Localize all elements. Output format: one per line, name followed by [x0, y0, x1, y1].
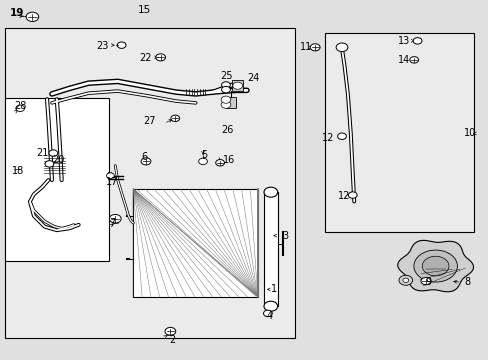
Circle shape [141, 158, 151, 165]
Circle shape [337, 133, 346, 139]
Text: 2: 2 [169, 334, 175, 345]
Text: 19: 19 [9, 8, 24, 18]
Text: 7: 7 [108, 218, 115, 228]
Circle shape [221, 86, 230, 93]
Text: 16: 16 [222, 155, 234, 165]
Circle shape [26, 12, 39, 22]
Circle shape [347, 192, 356, 198]
Text: 6: 6 [141, 152, 147, 162]
Circle shape [106, 173, 114, 179]
Text: 27: 27 [143, 116, 155, 126]
Text: 14: 14 [397, 55, 409, 65]
Text: 15: 15 [138, 5, 151, 15]
Text: 1: 1 [271, 284, 277, 294]
Text: 23: 23 [96, 41, 109, 50]
Text: 4: 4 [266, 311, 272, 320]
Text: 10: 10 [463, 129, 475, 138]
Text: 8: 8 [464, 277, 470, 287]
Circle shape [409, 57, 418, 63]
Bar [264, 192, 277, 306]
Circle shape [263, 310, 272, 317]
Circle shape [398, 275, 412, 285]
Circle shape [109, 215, 121, 223]
Circle shape [412, 38, 421, 44]
Bar [225, 97, 235, 108]
Circle shape [156, 54, 165, 61]
Circle shape [335, 43, 347, 51]
Text: 9: 9 [425, 277, 431, 287]
Text: 18: 18 [12, 166, 24, 176]
Circle shape [264, 187, 277, 197]
Circle shape [45, 161, 54, 167]
Text: 21: 21 [36, 148, 48, 158]
Text: 11: 11 [299, 42, 311, 51]
Circle shape [164, 327, 175, 335]
Text: 22: 22 [139, 53, 152, 63]
Circle shape [264, 301, 277, 311]
Circle shape [221, 96, 230, 103]
Text: 20: 20 [52, 155, 64, 165]
Circle shape [310, 44, 320, 51]
Text: 28: 28 [14, 102, 27, 112]
Bar [325, 33, 473, 232]
Text: 13: 13 [397, 36, 409, 46]
Bar [133, 189, 257, 297]
Circle shape [198, 158, 207, 165]
Text: 25: 25 [220, 71, 232, 81]
Circle shape [117, 42, 126, 48]
Text: 12: 12 [338, 191, 350, 201]
Circle shape [420, 278, 430, 285]
Circle shape [49, 150, 58, 156]
Text: 17: 17 [105, 177, 118, 187]
Circle shape [221, 82, 230, 88]
Text: 5: 5 [201, 150, 207, 160]
Circle shape [402, 278, 408, 282]
Bar [4, 28, 294, 338]
Circle shape [232, 82, 242, 89]
Circle shape [422, 256, 448, 276]
Circle shape [170, 115, 179, 122]
Circle shape [16, 105, 24, 112]
Polygon shape [397, 240, 472, 292]
Circle shape [221, 101, 230, 108]
Text: 12: 12 [322, 133, 334, 143]
Bar [4, 98, 109, 261]
Bar [232, 80, 243, 91]
Circle shape [215, 159, 224, 166]
Circle shape [413, 250, 456, 282]
Text: 3: 3 [282, 231, 288, 240]
Text: 24: 24 [246, 73, 259, 83]
Text: 26: 26 [221, 125, 233, 135]
